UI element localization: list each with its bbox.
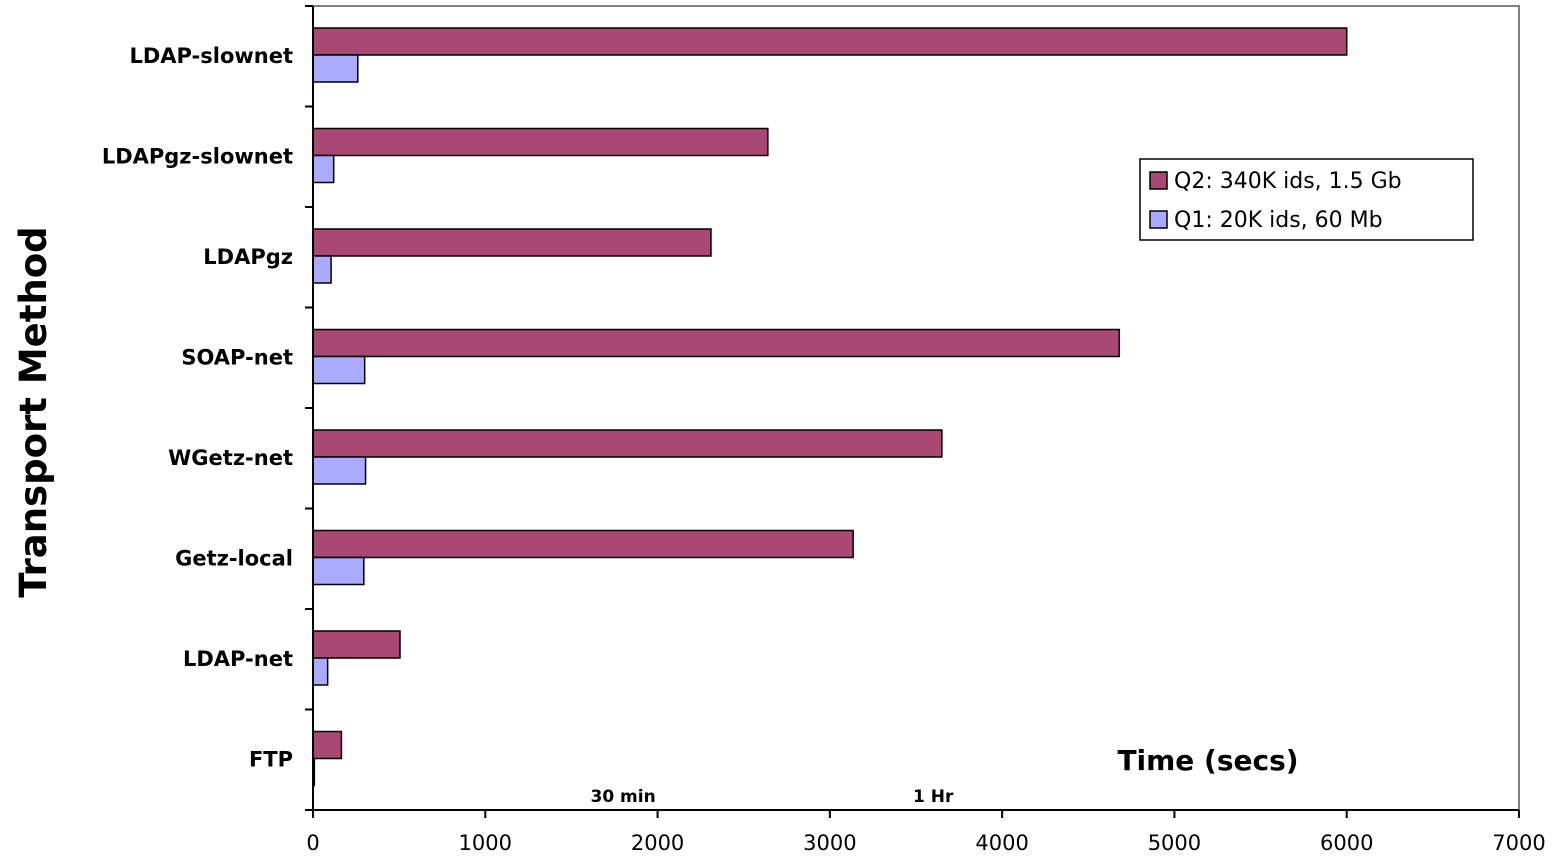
plot-area [312, 5, 1520, 811]
x-tick-label: 6000 [1320, 831, 1373, 855]
legend-box [1139, 158, 1474, 241]
legend: Q2: 340K ids, 1.5 Gb Q1: 20K ids, 60 Mb [1139, 158, 1474, 241]
bar-q2-ftp [312, 730, 343, 760]
category-label: LDAPgz-slownet [102, 145, 293, 169]
legend-entry: Q2: 340K ids, 1.5 Gb [1174, 169, 1402, 194]
legend-entry: Q1: 20K ids, 60 Mb [1174, 208, 1383, 233]
bar-q2-getz-local [312, 529, 854, 559]
bar-q1-getz-local [312, 556, 365, 586]
bar-q1-ldapgz [312, 255, 332, 284]
bar-q2-wgetz-net [312, 429, 943, 458]
bar-q2-ldap-slownet [312, 27, 1348, 56]
bar-q2-ldapgz [312, 228, 712, 257]
x-tick-label: 0 [306, 831, 319, 855]
category-label: SOAP-net [181, 346, 293, 370]
annotation-label: 1 Hr [913, 787, 954, 807]
category-label: Getz-local [175, 547, 293, 571]
category-label: FTP [249, 748, 293, 772]
x-tick-label: 7000 [1492, 831, 1545, 855]
x-tick-label: 2000 [631, 831, 684, 855]
category-label: LDAP-slownet [129, 44, 293, 68]
bar-q2-soap-net [312, 328, 1121, 358]
x-tick-label: 1000 [459, 831, 512, 855]
category-label: LDAPgz [203, 245, 293, 269]
legend-swatch [1149, 210, 1168, 229]
x-axis-label: Time (secs) [1117, 744, 1298, 777]
category-label: LDAP-net [183, 647, 293, 671]
bar-q1-wgetz-net [312, 456, 367, 485]
y-axis-label: Transport Method [12, 226, 55, 597]
legend-swatch [1149, 171, 1168, 190]
x-tick-label: 4000 [975, 831, 1028, 855]
category-label: WGetz-net [168, 446, 293, 470]
annotation-label: 30 min [590, 787, 655, 807]
bar-q1-ldap-slownet [312, 54, 359, 83]
x-tick-label: 3000 [803, 831, 856, 855]
x-tick-label: 5000 [1148, 831, 1201, 855]
bar-q1-ldap-net [312, 657, 329, 686]
bar-q2-ldap-net [312, 630, 401, 659]
bar-q1-soap-net [312, 355, 366, 385]
bar-q2-ldapgz-slownet [312, 127, 769, 157]
bar-q1-ldapgz-slownet [312, 154, 335, 184]
